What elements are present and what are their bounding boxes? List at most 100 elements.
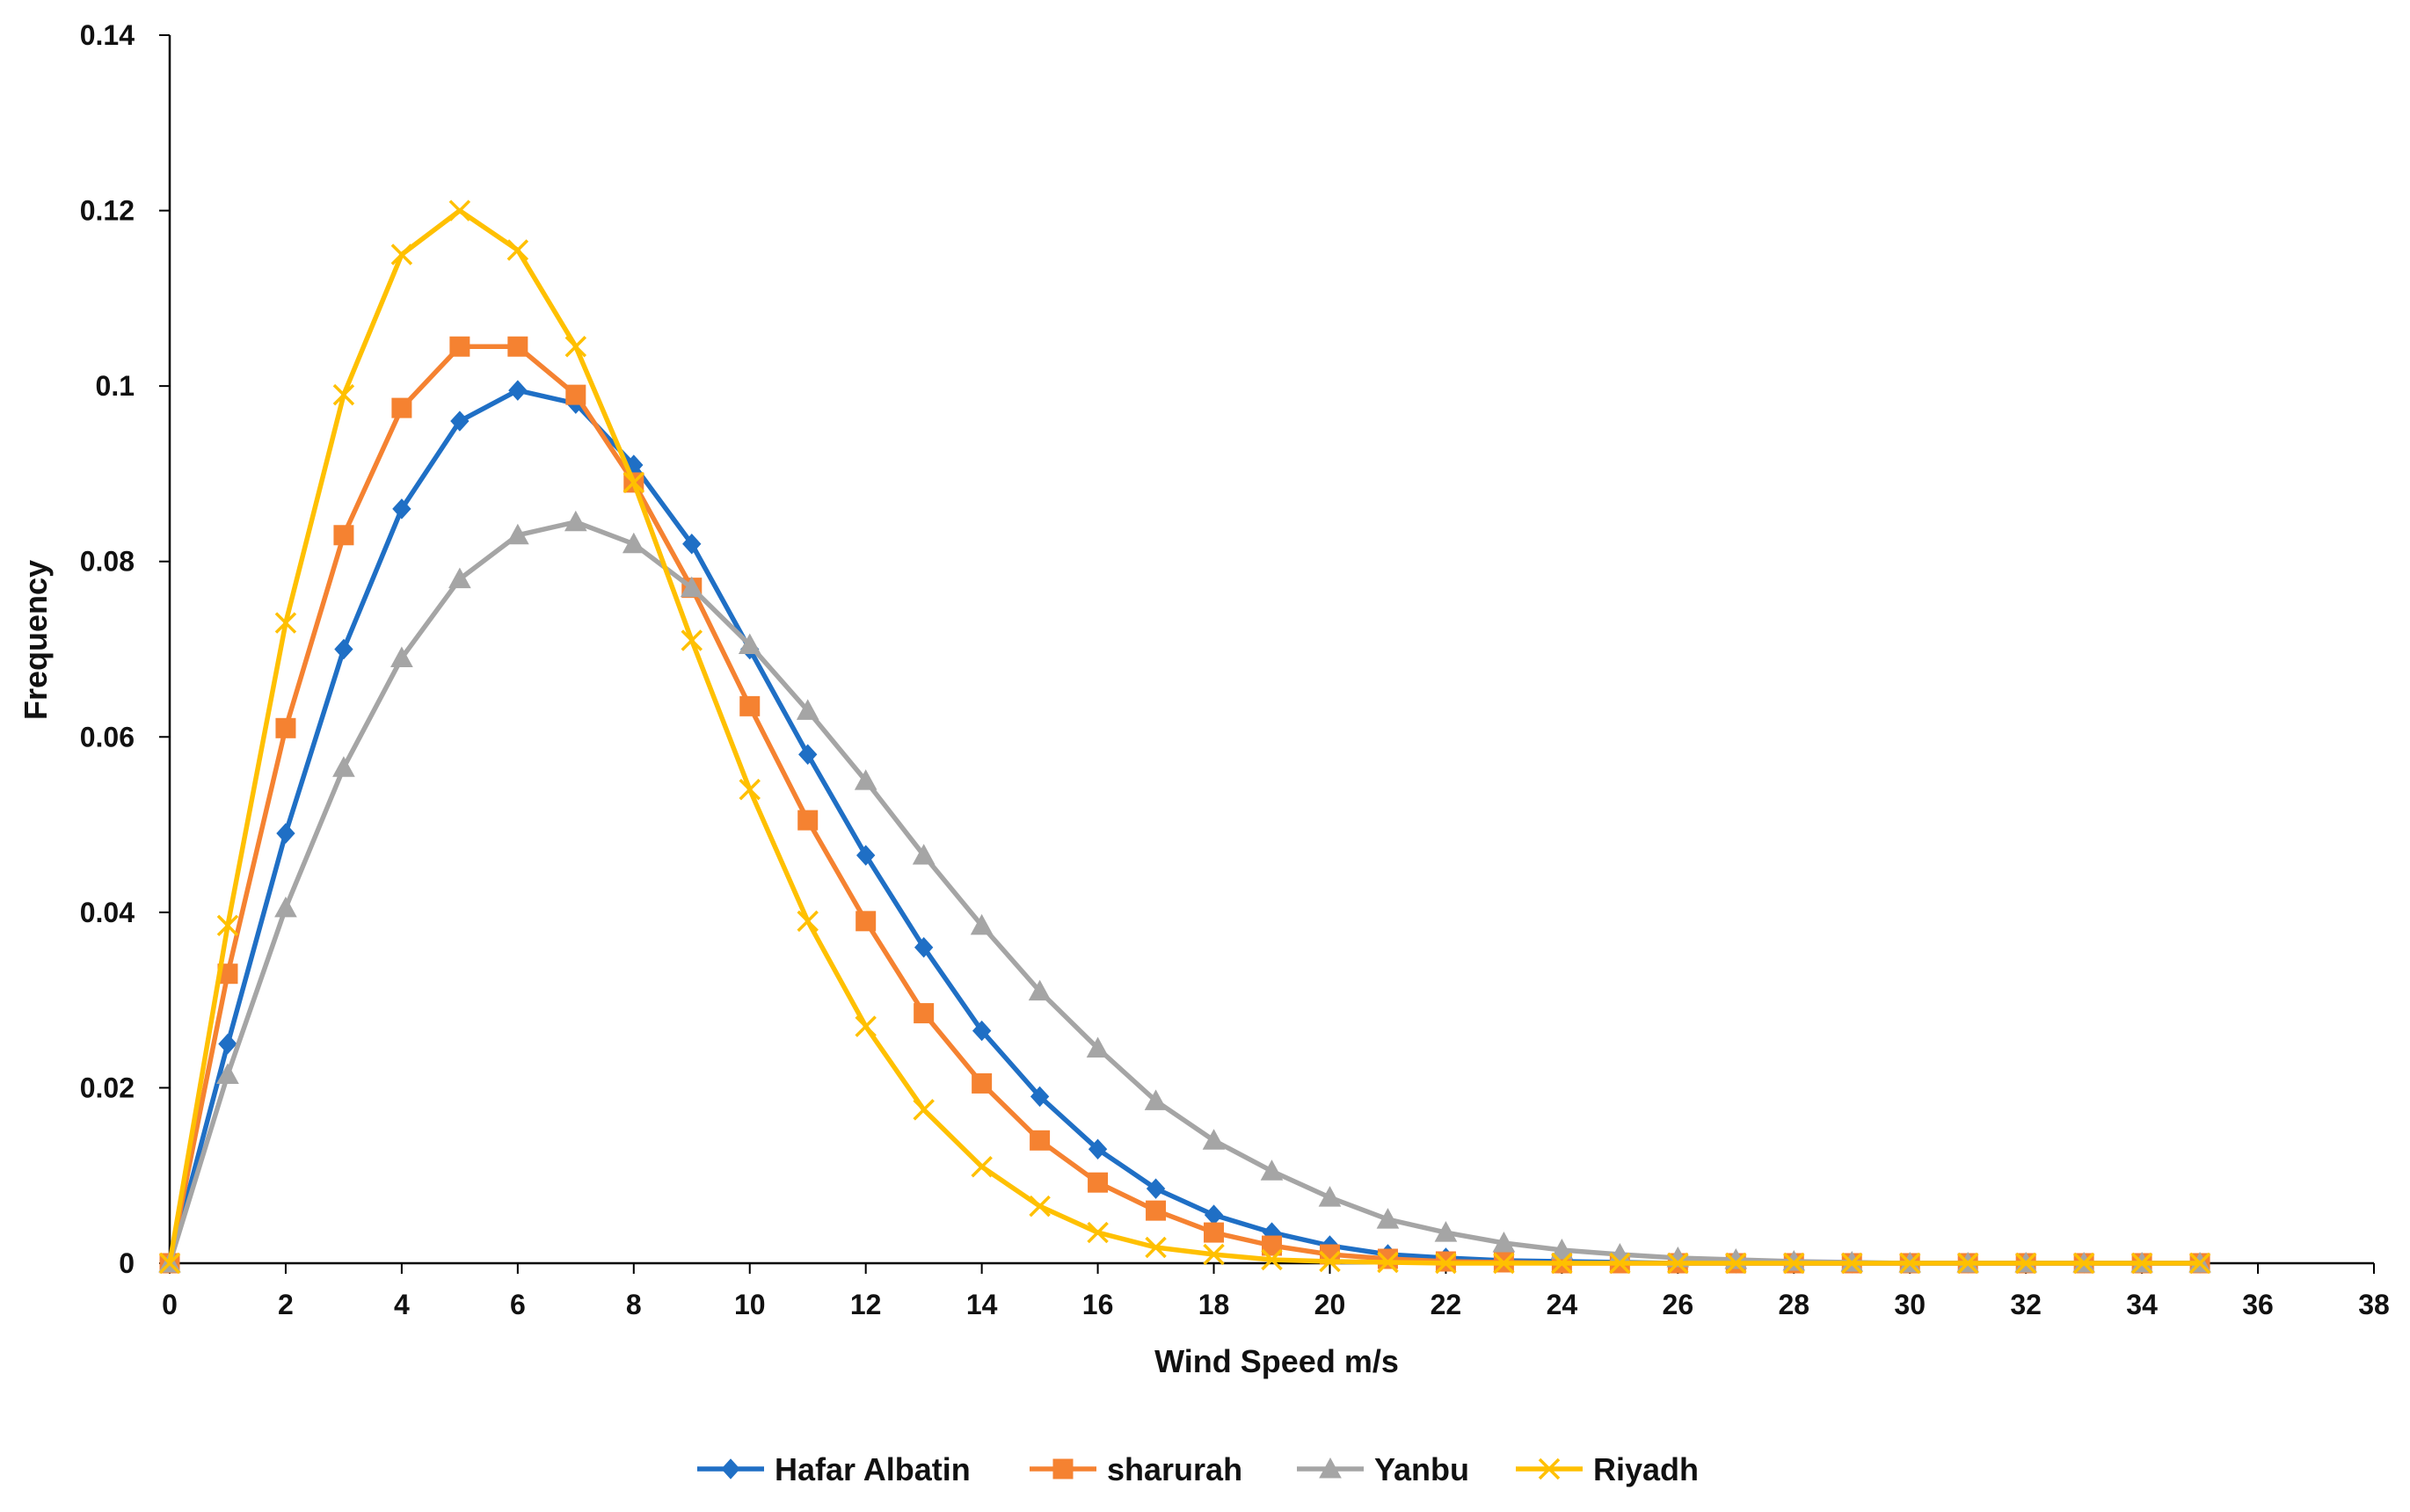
- data-point-riyadh: [971, 1155, 993, 1178]
- data-point-riyadh: [216, 914, 239, 937]
- data-point-hafar-albatin: [392, 498, 411, 520]
- data-point-riyadh: [506, 239, 529, 261]
- data-point-sharurah: [449, 336, 470, 357]
- legend-item-hafar-albatin[interactable]: Hafar Albatin: [697, 1451, 971, 1487]
- data-point-riyadh: [1956, 1252, 1979, 1275]
- x-marker-stroke: [1551, 1252, 1573, 1275]
- series-layer: [158, 200, 2211, 1275]
- series-yanbu: [158, 510, 2211, 1273]
- data-point-riyadh: [623, 471, 645, 494]
- data-point-riyadh: [274, 612, 297, 634]
- data-point-riyadh: [2130, 1252, 2153, 1275]
- axes: 0 2 4 6 8 10 12 14 16 18 20 22 24 26 28 30 32 34 36 3800.02…: [80, 19, 2390, 1320]
- x-tick-label: 12: [850, 1289, 882, 1320]
- data-point-yanbu: [796, 699, 819, 720]
- data-point-riyadh: [1609, 1252, 1631, 1275]
- y-tick-label: 0.02: [80, 1072, 135, 1103]
- data-point-yanbu: [274, 896, 297, 918]
- data-point-sharurah: [1204, 1222, 1225, 1243]
- series-hafar-albatin: [160, 380, 2210, 1274]
- x-marker-stroke: [1087, 1221, 1109, 1244]
- data-point-riyadh: [158, 1252, 181, 1275]
- data-point-sharurah: [1262, 1235, 1282, 1256]
- data-point-yanbu: [912, 843, 936, 865]
- x-marker-stroke: [390, 244, 413, 265]
- data-point-yanbu: [1028, 979, 1052, 1001]
- data-point-hafar-albatin: [1030, 1086, 1050, 1108]
- x-tick-label: 24: [1547, 1289, 1578, 1320]
- x-marker-stroke: [681, 629, 703, 651]
- x-marker-stroke: [797, 910, 819, 933]
- data-point-sharurah: [1146, 1200, 1167, 1221]
- x-marker-stroke: [1538, 1457, 1561, 1480]
- data-point-sharurah: [565, 384, 586, 405]
- legend-marker-triangle: [1319, 1457, 1342, 1479]
- x-tick-label: 2: [278, 1289, 294, 1320]
- y-tick-label: 0: [119, 1247, 135, 1279]
- data-point-yanbu: [970, 913, 994, 935]
- legend-item-sharurah[interactable]: sharurah: [1030, 1451, 1242, 1487]
- data-point-yanbu: [332, 756, 355, 777]
- data-point-hafar-albatin: [914, 937, 934, 958]
- x-marker-stroke: [1609, 1252, 1631, 1275]
- data-point-hafar-albatin: [972, 1020, 992, 1042]
- data-point-riyadh: [1145, 1236, 1167, 1259]
- data-point-riyadh: [1725, 1252, 1747, 1275]
- data-point-sharurah: [391, 397, 412, 418]
- x-marker-stroke: [1145, 1236, 1167, 1259]
- x-marker-stroke: [1029, 1195, 1051, 1218]
- x-marker-stroke: [274, 612, 297, 634]
- data-point-yanbu: [738, 633, 761, 655]
- data-point-yanbu: [1434, 1221, 1458, 1242]
- x-marker-stroke: [1377, 1251, 1399, 1274]
- data-point-riyadh: [448, 200, 471, 222]
- x-tick-label: 0: [162, 1289, 178, 1320]
- data-point-riyadh: [1493, 1252, 1515, 1275]
- data-point-yanbu: [564, 510, 587, 532]
- x-tick-label: 30: [1894, 1289, 1926, 1320]
- y-tick-label: 0.14: [80, 19, 135, 51]
- x-tick-label: 14: [966, 1289, 998, 1320]
- legend-label: Riyadh: [1593, 1451, 1699, 1487]
- x-tick-label: 16: [1082, 1289, 1114, 1320]
- data-point-hafar-albatin: [1146, 1178, 1166, 1199]
- data-point-yanbu: [622, 532, 645, 554]
- data-point-sharurah: [275, 717, 296, 738]
- legend-item-yanbu[interactable]: Yanbu: [1297, 1451, 1469, 1487]
- x-marker-stroke: [971, 1155, 993, 1178]
- data-point-yanbu: [1260, 1159, 1284, 1181]
- data-point-riyadh: [797, 910, 819, 933]
- data-point-hafar-albatin: [276, 823, 295, 844]
- x-marker-stroke: [1203, 1243, 1225, 1266]
- x-tick-label: 38: [2358, 1289, 2390, 1320]
- data-point-riyadh: [1667, 1252, 1689, 1275]
- series-line-yanbu: [167, 520, 2202, 1266]
- series-line-hafar-albatin: [167, 388, 2202, 1266]
- series-sharurah: [159, 336, 2210, 1274]
- x-tick-label: 26: [1663, 1289, 1694, 1320]
- data-point-yanbu: [448, 567, 471, 589]
- legend[interactable]: Hafar Albatin sharurah Yanbu Riyadh: [697, 1451, 1699, 1487]
- x-marker-stroke: [1956, 1252, 1979, 1275]
- x-tick-label: 10: [734, 1289, 766, 1320]
- data-point-riyadh: [564, 336, 587, 358]
- data-point-sharurah: [739, 695, 761, 716]
- data-point-riyadh: [1898, 1252, 1921, 1275]
- legend-label: Yanbu: [1374, 1451, 1469, 1487]
- data-point-hafar-albatin: [682, 534, 702, 555]
- x-marker-stroke: [1261, 1248, 1283, 1271]
- legend-marker-diamond: [721, 1458, 740, 1479]
- data-point-yanbu: [506, 523, 529, 545]
- data-point-sharurah: [1377, 1248, 1398, 1269]
- data-point-hafar-albatin: [508, 380, 528, 401]
- series-line-sharurah: [167, 344, 2202, 1266]
- legend-marker-square: [1052, 1458, 1074, 1479]
- data-point-sharurah: [333, 525, 354, 546]
- x-tick-label: 34: [2126, 1289, 2158, 1320]
- data-point-yanbu: [1318, 1186, 1342, 1207]
- data-point-sharurah: [797, 810, 819, 831]
- legend-item-riyadh[interactable]: Riyadh: [1516, 1451, 1699, 1487]
- x-marker-stroke: [216, 914, 239, 937]
- x-marker-stroke: [2130, 1252, 2153, 1275]
